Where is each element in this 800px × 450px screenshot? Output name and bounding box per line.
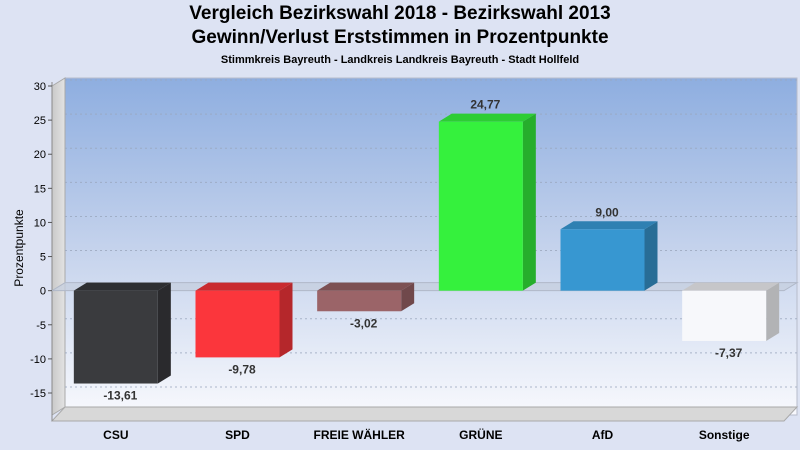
- bar-gr-ne: 24,77: [438, 98, 536, 291]
- plot-frame: [50, 77, 799, 422]
- bar-front: [438, 121, 523, 291]
- y-tick-label: 0: [40, 286, 46, 298]
- bar-top: [438, 113, 536, 122]
- x-tick-label: AfD: [592, 428, 614, 442]
- bar-freie-w-hler: -3,02: [317, 282, 415, 330]
- x-axis: CSU SPD FREIE WÄHLER GRÜNE AfD Sonstige: [103, 427, 750, 442]
- x-tick-label: GRÜNE: [459, 427, 502, 442]
- chart-subtitle: Gewinn/Verlust Erststimmen in Prozentpun…: [191, 27, 609, 48]
- side-wall: [51, 77, 66, 416]
- bar-side: [401, 282, 415, 312]
- bar-front: [73, 290, 158, 384]
- grid-lines: [65, 79, 797, 388]
- y-tick-label: 5: [40, 252, 46, 264]
- x-tick-label: Sonstige: [699, 428, 750, 442]
- plot-floor: [50, 406, 799, 422]
- y-tick-label: -15: [30, 388, 46, 400]
- bar-side: [522, 113, 536, 291]
- y-tick-label: 25: [34, 115, 46, 127]
- y-axis-label: Prozentpunkte: [12, 209, 26, 287]
- bar-side: [157, 282, 171, 384]
- bar-afd: 9,00: [560, 205, 658, 291]
- bar-value-label: 24,77: [470, 98, 500, 112]
- bar-front: [560, 229, 645, 291]
- bar-top: [560, 221, 658, 230]
- bar-top: [682, 282, 780, 291]
- bar-front: [317, 290, 402, 312]
- y-axis: 30 25 20 15 10 5 0 -5 -10 -15: [30, 81, 52, 400]
- bar-value-label: -3,02: [350, 316, 378, 330]
- x-tick-label: SPD: [225, 428, 250, 442]
- plot-background: [64, 77, 798, 416]
- y-tick-label: 15: [34, 183, 46, 195]
- y-tick-label: -10: [30, 354, 46, 366]
- chart-caption: Stimmkreis Bayreuth - Landkreis Landkrei…: [220, 54, 580, 66]
- chart-title: Vergleich Bezirkswahl 2018 - Bezirkswahl…: [189, 3, 611, 24]
- bar-front: [682, 290, 767, 341]
- y-tick-label: 30: [34, 81, 46, 93]
- bar-csu: -13,61: [73, 282, 171, 403]
- bar-value-label: 9,00: [595, 205, 619, 219]
- bar-top: [195, 282, 293, 291]
- bar-value-label: -7,37: [715, 346, 743, 360]
- bar-top: [317, 282, 415, 291]
- x-tick-label: FREIE WÄHLER: [313, 427, 405, 442]
- y-tick-label: -5: [36, 320, 46, 332]
- bar-front: [195, 290, 280, 358]
- bar-top: [73, 282, 171, 291]
- y-tick-label: 10: [34, 217, 46, 229]
- x-tick-label: CSU: [103, 428, 128, 442]
- bar-sonstige: -7,37: [682, 282, 780, 360]
- bars: -13,61 -9,78 -3,02 24,77 9,00 -7,37: [73, 98, 780, 403]
- bar-side: [279, 282, 293, 358]
- chart-titles: Vergleich Bezirkswahl 2018 - Bezirkswahl…: [0, 2, 800, 69]
- bar-spd: -9,78: [195, 282, 293, 376]
- bar-value-label: -13,61: [103, 389, 137, 403]
- bar-side: [644, 221, 658, 291]
- y-tick-label: 20: [34, 149, 46, 161]
- bar-value-label: -9,78: [228, 362, 256, 376]
- bar-side: [766, 282, 780, 341]
